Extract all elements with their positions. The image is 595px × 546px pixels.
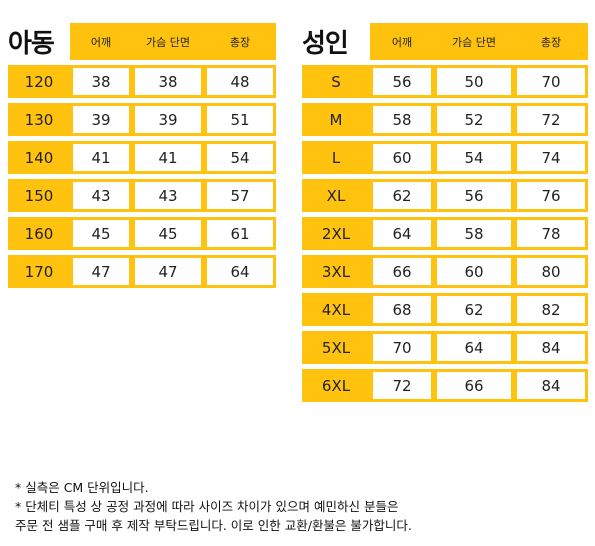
kids-chest-value: 43 [132,179,204,212]
adult-length-value: 76 [514,179,588,212]
kids-header-chest: 가슴 단면 [132,23,204,60]
kids-size-row: 120 38 38 48 [8,65,276,98]
adult-chest-value: 64 [434,331,514,364]
adult-size-row: XL 62 56 76 [302,179,588,212]
kids-size-row: 150 43 43 57 [8,179,276,212]
adult-shoulder-value: 66 [370,255,434,288]
adult-chest-value: 66 [434,369,514,402]
note-no-refund: 주문 전 샘플 구매 후 제작 부탁드립니다. 이로 인한 교환/환불은 불가합… [15,518,412,533]
adult-table-body: S 56 50 70 M 58 52 72 L 60 54 74 XL 62 56 76 2XL 64 58 78 3X… [302,60,588,402]
adult-length-value: 72 [514,103,588,136]
kids-size-label: 140 [8,141,70,174]
adult-header-length: 총장 [514,23,588,60]
kids-header-row: 아동 어깨 가슴 단면 총장 [8,23,276,60]
adult-shoulder-value: 62 [370,179,434,212]
adult-size-row: 6XL 72 66 84 [302,369,588,402]
adult-size-row: 5XL 70 64 84 [302,331,588,364]
kids-chest-value: 45 [132,217,204,250]
adult-size-label: 3XL [302,255,370,288]
kids-shoulder-value: 47 [70,255,132,288]
adult-chest-value: 52 [434,103,514,136]
adult-length-value: 70 [514,65,588,98]
adult-header-chest: 가슴 단면 [434,23,514,60]
kids-size-row: 130 39 39 51 [8,103,276,136]
adult-length-value: 82 [514,293,588,326]
kids-size-label: 130 [8,103,70,136]
kids-size-label: 160 [8,217,70,250]
kids-shoulder-value: 41 [70,141,132,174]
adult-shoulder-value: 70 [370,331,434,364]
adult-shoulder-value: 72 [370,369,434,402]
kids-size-row: 160 45 45 61 [8,217,276,250]
adult-shoulder-value: 68 [370,293,434,326]
kids-length-value: 51 [204,103,276,136]
kids-size-label: 150 [8,179,70,212]
adult-size-label: 2XL [302,217,370,250]
adult-chest-value: 56 [434,179,514,212]
kids-size-table: 아동 어깨 가슴 단면 총장 120 38 38 48 130 39 39 51 140 41 41… [8,23,276,288]
kids-length-value: 54 [204,141,276,174]
adult-length-value: 74 [514,141,588,174]
kids-length-value: 48 [204,65,276,98]
adult-size-row: M 58 52 72 [302,103,588,136]
kids-size-row: 170 47 47 64 [8,255,276,288]
note-variance: * 단체티 특성 상 공정 과정에 따라 사이즈 차이가 있으며 예민하신 분들… [15,499,399,514]
kids-length-value: 57 [204,179,276,212]
kids-size-row: 140 41 41 54 [8,141,276,174]
kids-shoulder-value: 39 [70,103,132,136]
adult-chest-value: 54 [434,141,514,174]
adult-size-label: L [302,141,370,174]
adult-size-row: S 56 50 70 [302,65,588,98]
adult-size-label: 4XL [302,293,370,326]
adult-length-value: 80 [514,255,588,288]
adult-size-label: XL [302,179,370,212]
adult-length-value: 78 [514,217,588,250]
adult-length-value: 84 [514,369,588,402]
kids-chest-value: 38 [132,65,204,98]
kids-size-label: 120 [8,65,70,98]
adult-title: 성인 [302,29,349,59]
kids-shoulder-value: 45 [70,217,132,250]
kids-chest-value: 41 [132,141,204,174]
kids-length-value: 61 [204,217,276,250]
adult-header-shoulder: 어깨 [370,23,434,60]
kids-chest-value: 47 [132,255,204,288]
adult-header-row: 성인 어깨 가슴 단면 총장 [302,23,588,60]
adult-shoulder-value: 56 [370,65,434,98]
adult-size-row: 2XL 64 58 78 [302,217,588,250]
kids-chest-value: 39 [132,103,204,136]
adult-size-label: 6XL [302,369,370,402]
adult-size-row: L 60 54 74 [302,141,588,174]
adult-size-label: M [302,103,370,136]
adult-length-value: 84 [514,331,588,364]
kids-header-shoulder: 어깨 [70,23,132,60]
kids-shoulder-value: 43 [70,179,132,212]
kids-length-value: 64 [204,255,276,288]
adult-shoulder-value: 60 [370,141,434,174]
adult-size-row: 3XL 66 60 80 [302,255,588,288]
adult-chest-value: 50 [434,65,514,98]
adult-size-label: 5XL [302,331,370,364]
note-unit: * 실측은 CM 단위입니다. [15,480,149,495]
adult-size-label: S [302,65,370,98]
footnotes: * 실측은 CM 단위입니다. * 단체티 특성 상 공정 과정에 따라 사이즈… [15,478,590,535]
adult-size-table: 성인 어깨 가슴 단면 총장 S 56 50 70 M 58 52 72 L 60 54 74 XL 62… [302,23,588,402]
kids-header-length: 총장 [204,23,276,60]
adult-chest-value: 58 [434,217,514,250]
kids-size-label: 170 [8,255,70,288]
adult-chest-value: 60 [434,255,514,288]
kids-table-body: 120 38 38 48 130 39 39 51 140 41 41 54 150 43 43 57 160 4… [8,60,276,288]
adult-chest-value: 62 [434,293,514,326]
adult-size-row: 4XL 68 62 82 [302,293,588,326]
adult-shoulder-value: 64 [370,217,434,250]
kids-title: 아동 [8,29,55,59]
kids-shoulder-value: 38 [70,65,132,98]
adult-shoulder-value: 58 [370,103,434,136]
